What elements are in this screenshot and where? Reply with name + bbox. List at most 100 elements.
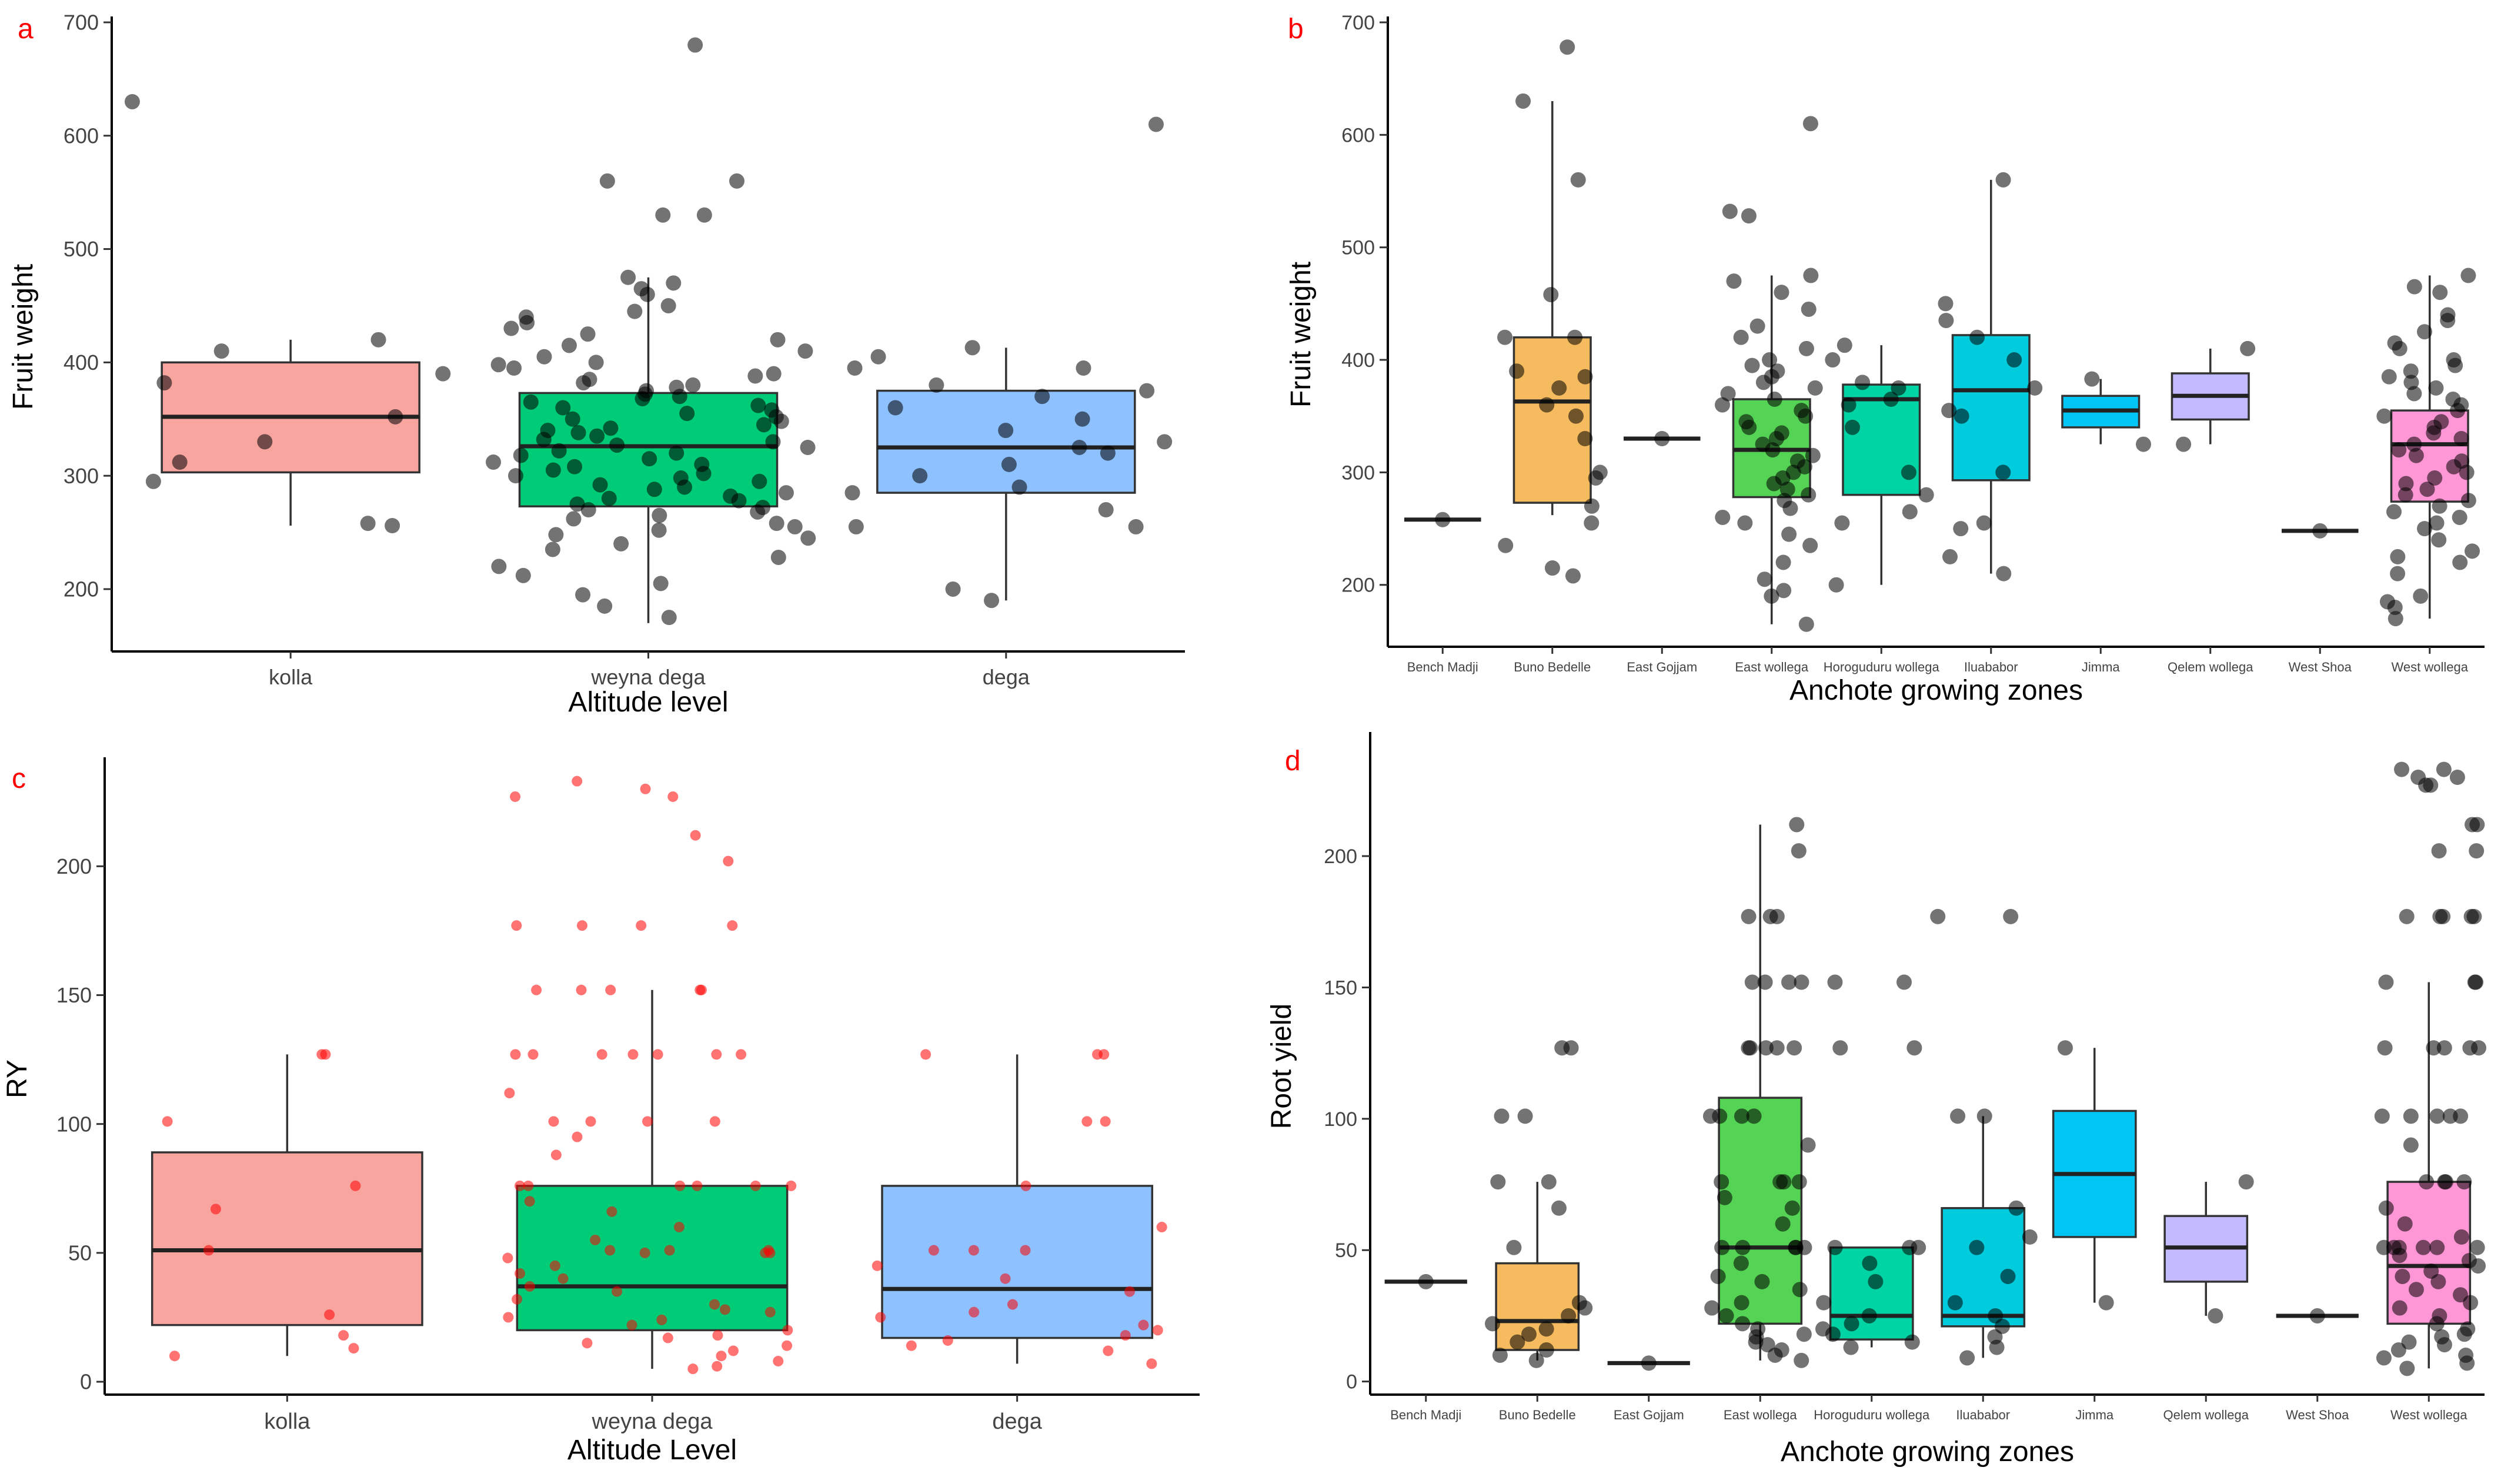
category-group: Qelem wollega [2163,1174,2254,1422]
data-point [523,394,539,410]
data-point [1792,1282,1808,1298]
data-point [524,1196,535,1207]
data-point [213,343,229,359]
data-point [652,507,667,523]
data-point [1775,554,1791,570]
data-point [1901,464,1916,480]
data-point [2432,908,2448,924]
data-point [612,1286,623,1297]
data-point [636,920,647,931]
data-point [653,576,669,591]
data-point [1584,498,1600,514]
y-tick-label: 400 [1341,349,1375,372]
box [151,1151,423,1326]
data-point [2003,908,2019,924]
data-point [1781,526,1797,542]
data-point [1584,515,1600,531]
data-point [1746,1108,1762,1124]
data-point [1506,1239,1522,1255]
y-tick-label: 500 [1341,237,1375,259]
data-point [929,377,944,393]
data-point [639,1247,650,1258]
data-point [1803,268,1819,283]
data-point [360,516,376,532]
x-axis-title: Altitude level [568,687,728,718]
data-point [2374,1108,2390,1124]
data-point [754,500,770,516]
data-point [324,1309,335,1321]
data-point [162,1116,173,1127]
data-point [1098,1049,1110,1060]
data-point [490,357,506,373]
data-point [673,1222,684,1233]
data-point [1775,1216,1791,1232]
data-point [1157,434,1173,450]
data-point [660,298,676,313]
data-point [1843,1339,1859,1355]
data-point [606,1206,617,1217]
data-point [1941,403,1957,419]
data-point [2415,1239,2431,1255]
data-point [2388,611,2403,627]
data-point [1836,337,1852,353]
data-point [1995,172,2011,188]
data-point [1911,1239,1926,1255]
data-point [1902,504,1918,520]
x-tick-label: Buno Bedelle [1514,660,1591,674]
data-point [1868,1274,1884,1289]
y-tick-label: 100 [56,1112,92,1136]
data-point [747,368,763,384]
data-point [2379,594,2395,610]
data-point [1100,1116,1111,1127]
data-point [2176,436,2192,452]
data-point [2397,1216,2413,1232]
y-tick-label: 100 [1324,1108,1357,1131]
data-point [640,783,651,794]
x-tick-label: Jimma [2082,660,2121,674]
data-point [2463,908,2479,924]
data-point [2445,392,2461,407]
data-point [2423,1264,2439,1279]
data-point [1861,1308,1877,1323]
data-point [1741,1040,1757,1056]
data-point [627,1049,639,1060]
data-point [709,1116,720,1127]
data-point [1776,1174,1792,1190]
data-point [257,434,273,450]
data-point [1543,287,1559,303]
data-point [536,349,552,365]
data-point [1776,583,1792,599]
panel-b-letter: b [1288,14,1304,45]
category-group: East wollega [1715,116,1823,674]
data-point [928,1245,939,1256]
data-point [2378,974,2394,990]
data-point [912,468,928,484]
data-point [1494,1108,1510,1124]
data-point [2240,340,2256,356]
data-point [1498,537,1514,553]
data-point [385,518,400,533]
data-point [1758,1040,1774,1056]
data-point [549,1260,560,1271]
x-tick-label: West Shoa [2286,1408,2349,1422]
data-point [2454,453,2470,469]
data-point [388,409,403,425]
data-point [2465,543,2480,559]
data-point [172,454,188,470]
data-point [711,1049,722,1060]
x-axis-title: Anchote growing zones [1781,1436,2074,1468]
data-point [1825,352,1841,368]
data-point [661,610,677,626]
data-point [2408,1282,2424,1298]
data-point [1815,1321,1831,1337]
data-point [1734,1295,1749,1311]
data-point [727,920,738,931]
data-point [1485,1316,1501,1332]
data-point [1741,208,1757,224]
y-tick-label: 400 [64,350,99,375]
data-point [736,1049,747,1060]
data-point [514,1180,525,1191]
x-tick-label: dega [983,665,1030,689]
data-point [1762,908,1778,924]
x-axis-title: Anchote growing zones [1789,675,2083,706]
